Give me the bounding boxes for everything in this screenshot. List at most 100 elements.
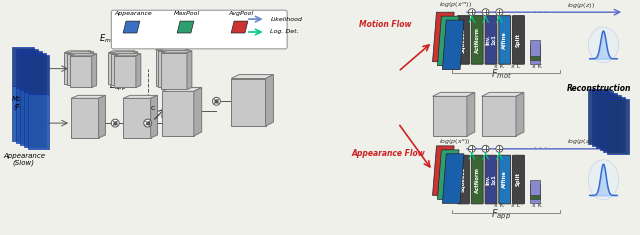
Polygon shape: [588, 90, 609, 144]
Polygon shape: [442, 20, 464, 70]
FancyBboxPatch shape: [471, 155, 483, 204]
FancyBboxPatch shape: [485, 155, 497, 204]
Polygon shape: [67, 54, 89, 86]
Polygon shape: [433, 12, 454, 62]
Polygon shape: [181, 48, 186, 86]
Polygon shape: [596, 93, 617, 148]
Polygon shape: [433, 96, 467, 136]
Polygon shape: [530, 188, 540, 203]
Text: Squeeze: Squeeze: [461, 27, 466, 53]
Text: Likelihood: Likelihood: [271, 17, 303, 22]
Ellipse shape: [588, 27, 619, 63]
Polygon shape: [467, 92, 475, 136]
Polygon shape: [111, 52, 138, 54]
FancyBboxPatch shape: [513, 155, 524, 204]
Polygon shape: [156, 50, 181, 86]
Text: Split: Split: [516, 33, 521, 47]
Polygon shape: [115, 56, 136, 87]
Ellipse shape: [588, 160, 619, 200]
Text: Affine: Affine: [502, 171, 508, 188]
Polygon shape: [24, 92, 45, 147]
Text: AvgPool: AvgPool: [228, 11, 253, 16]
Polygon shape: [438, 16, 459, 66]
Polygon shape: [530, 48, 540, 64]
Polygon shape: [266, 74, 273, 126]
Circle shape: [482, 145, 489, 152]
Polygon shape: [482, 96, 516, 136]
FancyBboxPatch shape: [499, 155, 511, 204]
Polygon shape: [231, 78, 266, 126]
Polygon shape: [591, 91, 613, 146]
Text: ActNorm: ActNorm: [475, 27, 480, 53]
Text: Motion Flow: Motion Flow: [359, 20, 412, 29]
Polygon shape: [163, 91, 194, 136]
Text: · · ·: · · ·: [534, 8, 547, 17]
Polygon shape: [482, 92, 524, 96]
Polygon shape: [115, 54, 141, 56]
Polygon shape: [163, 87, 202, 91]
Polygon shape: [16, 88, 38, 143]
Polygon shape: [177, 21, 194, 33]
Polygon shape: [28, 55, 49, 94]
Polygon shape: [231, 74, 273, 78]
Polygon shape: [92, 54, 97, 87]
Text: $E_{mot}$: $E_{mot}$: [99, 32, 118, 45]
Polygon shape: [194, 87, 202, 136]
Text: Inv.
1x1: Inv. 1x1: [486, 174, 497, 185]
Text: Log. Det.: Log. Det.: [271, 30, 299, 35]
Text: $F_{mot}$: $F_{mot}$: [491, 68, 512, 82]
Text: Squeeze: Squeeze: [461, 167, 466, 192]
Text: x L: x L: [511, 203, 521, 208]
Circle shape: [496, 9, 503, 16]
Polygon shape: [86, 51, 91, 84]
FancyBboxPatch shape: [458, 16, 469, 64]
Polygon shape: [187, 51, 192, 90]
Text: Affine: Affine: [502, 31, 508, 49]
FancyBboxPatch shape: [471, 16, 483, 64]
FancyBboxPatch shape: [485, 16, 497, 64]
Text: T: T: [167, 110, 171, 115]
Polygon shape: [150, 95, 157, 138]
Text: ActNorm: ActNorm: [475, 167, 480, 192]
Text: Appearance
(Slow): Appearance (Slow): [3, 153, 45, 166]
Polygon shape: [231, 21, 248, 33]
Polygon shape: [133, 52, 138, 86]
Text: Split: Split: [516, 173, 521, 187]
Polygon shape: [607, 99, 629, 154]
Text: Motion
(Fast): Motion (Fast): [12, 96, 36, 110]
Polygon shape: [442, 154, 464, 203]
Text: Appearance Flow: Appearance Flow: [351, 149, 425, 158]
Polygon shape: [530, 40, 540, 56]
Text: HW: HW: [161, 114, 172, 119]
Text: x K: x K: [494, 203, 504, 208]
FancyBboxPatch shape: [458, 155, 469, 204]
Polygon shape: [159, 51, 184, 87]
FancyBboxPatch shape: [499, 16, 511, 64]
Polygon shape: [70, 56, 92, 87]
Polygon shape: [20, 90, 42, 145]
Polygon shape: [108, 51, 135, 53]
Text: $log(p(z))$: $log(p(z))$: [566, 1, 595, 10]
Polygon shape: [530, 184, 540, 199]
Text: x K: x K: [532, 64, 541, 69]
FancyBboxPatch shape: [513, 16, 524, 64]
Text: $log(p(x^a))$: $log(p(x^a))$: [440, 137, 471, 146]
Polygon shape: [89, 52, 93, 86]
Polygon shape: [156, 48, 186, 50]
Polygon shape: [600, 95, 621, 150]
Polygon shape: [516, 92, 524, 136]
Circle shape: [144, 119, 152, 127]
Polygon shape: [108, 53, 130, 84]
Polygon shape: [184, 49, 189, 87]
Polygon shape: [159, 49, 189, 51]
Polygon shape: [64, 51, 91, 53]
Polygon shape: [130, 51, 135, 84]
Polygon shape: [67, 52, 93, 54]
Polygon shape: [20, 51, 42, 90]
Polygon shape: [433, 92, 475, 96]
Text: $E_{app}$: $E_{app}$: [109, 80, 127, 93]
Polygon shape: [161, 53, 187, 90]
Circle shape: [496, 145, 503, 152]
Polygon shape: [64, 53, 86, 84]
Polygon shape: [12, 47, 34, 86]
